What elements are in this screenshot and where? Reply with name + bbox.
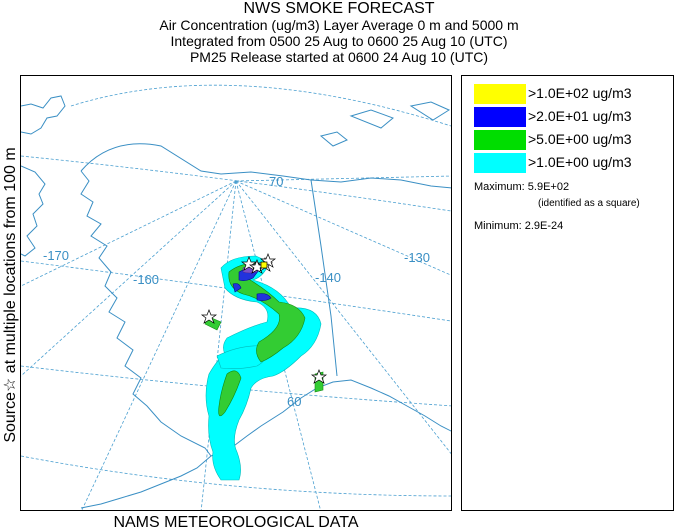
- longitude-line-150: [200, 180, 237, 510]
- latitude-line-55: [21, 455, 451, 497]
- latitude-line-65: [21, 260, 451, 322]
- siberia-coast: [21, 95, 66, 135]
- longitude-line-180: [21, 180, 237, 287]
- arctic-islands: [319, 101, 451, 147]
- label-lat-60: 60: [287, 394, 301, 409]
- longitude-line-170: [21, 180, 237, 377]
- label-lon-130: -130: [404, 250, 430, 265]
- legend-maximum-note: (identified as a square): [538, 198, 640, 209]
- legend-panel: >1.0E+02 ug/m3 >2.0E+01 ug/m3 >5.0E+00 u…: [461, 75, 674, 511]
- map-panel: -170 -160 -140 -130 70 60: [20, 75, 452, 511]
- latitude-line-75: [70, 84, 451, 127]
- longitude-line-120: [235, 180, 451, 276]
- source-side-label: Source☆ at multiple locations from 100 m: [0, 75, 20, 515]
- graticule-labels: -170 -160 -140 -130 70 60: [43, 174, 430, 409]
- legend-swatch-blue: [474, 107, 526, 127]
- aleutian-chain: [80, 455, 212, 509]
- label-lon-140: -140: [315, 270, 341, 285]
- label-lat-70: 70: [269, 174, 283, 189]
- legend-minimum: Minimum: 2.9E-24: [474, 220, 564, 232]
- legend-label-1: >1.0E+02 ug/m3: [528, 85, 632, 101]
- forecast-title: NWS SMOKE FORECAST: [243, 0, 435, 17]
- canada-border: [310, 179, 338, 377]
- longitude-line-110: [235, 175, 451, 182]
- forecast-subtitle-integration: Integrated from 0500 25 Aug to 0600 25 A…: [170, 33, 508, 49]
- source-star-icon: [310, 369, 328, 384]
- graticule: [21, 84, 451, 510]
- longitude-line-160: [81, 180, 237, 510]
- latitude-line-60: [21, 365, 451, 407]
- source-side-label-text: Source☆ at multiple locations from 100 m: [2, 147, 19, 443]
- legend-swatch-green: [474, 130, 526, 150]
- title-block: NWS SMOKE FORECAST Air Concentration (ug…: [0, 0, 678, 66]
- plume-level-2-south: [218, 370, 242, 417]
- latitude-line-70: [21, 155, 451, 212]
- forecast-subtitle-release: PM25 Release started at 0600 24 Aug 10 (…: [189, 49, 489, 65]
- legend-label-3: >5.0E+00 ug/m3: [528, 131, 632, 147]
- label-lon-160: -160: [133, 272, 159, 287]
- legend-maximum: Maximum: 5.9E+02: [474, 181, 570, 193]
- smoke-plume: [204, 255, 324, 481]
- alaska-north-coast: [80, 143, 451, 189]
- coastlines: [21, 95, 451, 509]
- legend-label-2: >2.0E+01 ug/m3: [528, 108, 632, 124]
- source-markers: [200, 253, 328, 384]
- legend-swatch-yellow: [474, 84, 526, 104]
- smoke-map: -170 -160 -140 -130 70 60: [21, 84, 451, 510]
- alaska-west-coast: [80, 170, 212, 457]
- footer-meteorological-data: NAMS METEOROLOGICAL DATA: [113, 514, 359, 531]
- source-star-icon: [200, 309, 218, 324]
- maximum-square-icon: [260, 261, 268, 269]
- label-lon-170: -170: [43, 248, 69, 263]
- alaska-south-coast: [210, 379, 451, 457]
- legend-swatch-cyan: [474, 153, 526, 173]
- longitude-line-130: [235, 180, 451, 455]
- chukotka-coast: [21, 165, 46, 257]
- forecast-subtitle-concentration: Air Concentration (ug/m3) Layer Average …: [159, 17, 519, 33]
- legend-label-4: >1.0E+00 ug/m3: [528, 154, 632, 170]
